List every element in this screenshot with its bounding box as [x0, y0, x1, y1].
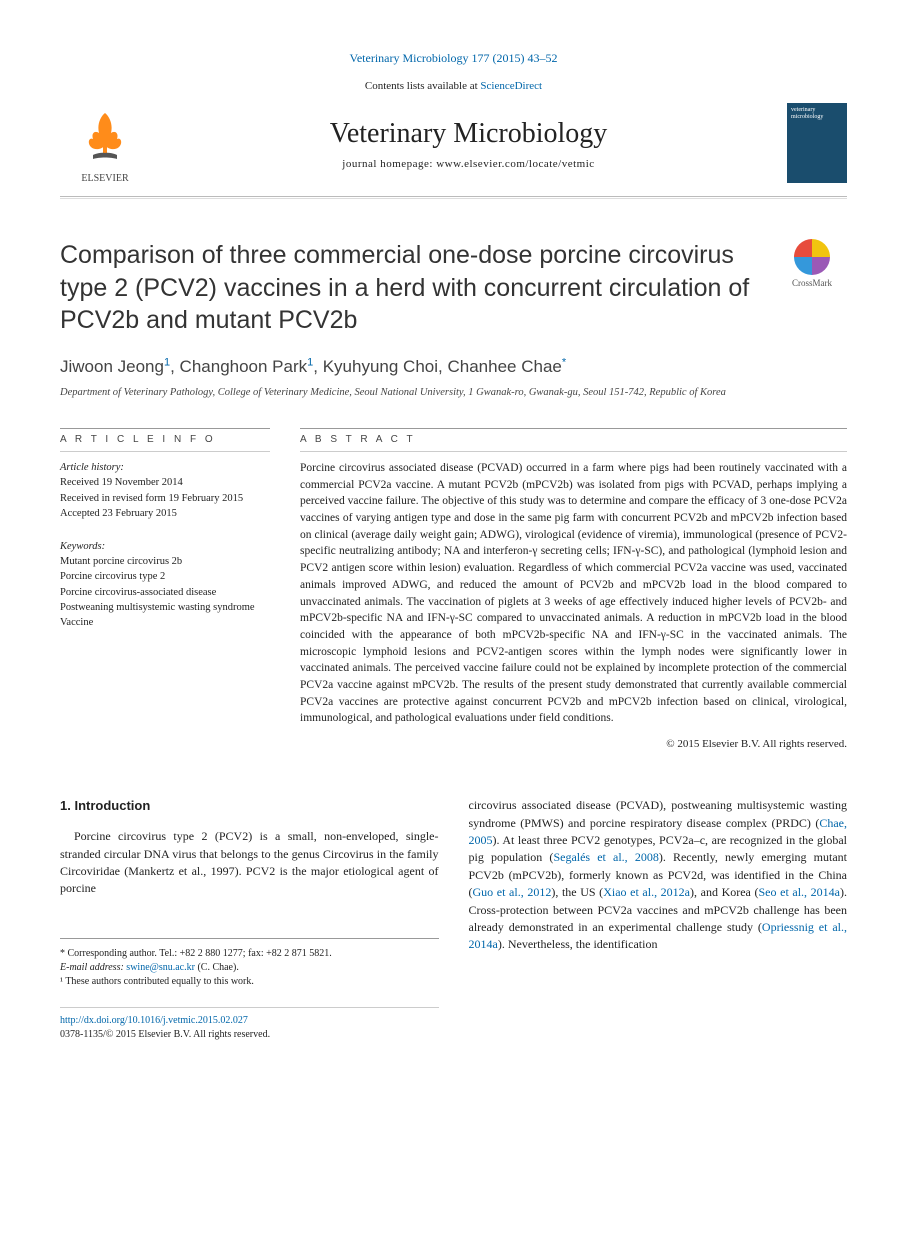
page: Veterinary Microbiology 177 (2015) 43–52…: [0, 0, 907, 1082]
elsevier-tree-icon: [70, 100, 140, 170]
introduction-row: 1. Introduction Porcine circovirus type …: [60, 797, 847, 1041]
journal-citation[interactable]: Veterinary Microbiology 177 (2015) 43–52: [60, 50, 847, 67]
doi-block: http://dx.doi.org/10.1016/j.vetmic.2015.…: [60, 1007, 439, 1042]
abstract-heading: A B S T R A C T: [300, 428, 847, 452]
elsevier-logo-block[interactable]: ELSEVIER: [60, 100, 150, 186]
email-name: (C. Chae).: [195, 962, 239, 973]
authors-line: Jiwoon Jeong1, Changhoon Park1, Kyuhyung…: [60, 355, 847, 379]
email-line: E-mail address: swine@snu.ac.kr (C. Chae…: [60, 961, 439, 975]
keywords-block: Keywords: Mutant porcine circovirus 2b P…: [60, 539, 270, 630]
journal-cover-thumbnail[interactable]: veterinary microbiology: [787, 103, 847, 183]
journal-name: Veterinary Microbiology: [150, 114, 787, 153]
author[interactable]: Chanhee Chae*: [447, 357, 566, 376]
citation-link[interactable]: Guo et al., 2012: [473, 885, 552, 899]
email-link[interactable]: swine@snu.ac.kr: [126, 962, 195, 973]
keyword: Porcine circovirus type 2: [60, 569, 270, 584]
info-abstract-row: A R T I C L E I N F O Article history: R…: [60, 428, 847, 752]
author[interactable]: Changhoon Park1: [180, 357, 314, 376]
citation-link[interactable]: Seo et al., 2014a: [759, 885, 841, 899]
intro-text: ), the US (: [551, 885, 603, 899]
keywords-label: Keywords:: [60, 539, 270, 554]
accepted-date: Accepted 23 February 2015: [60, 506, 270, 521]
keyword: Postweaning multisystemic wasting syndro…: [60, 600, 270, 615]
revised-date: Received in revised form 19 February 201…: [60, 491, 270, 506]
keyword: Vaccine: [60, 615, 270, 630]
abstract-text: Porcine circovirus associated disease (P…: [300, 460, 847, 727]
contents-available: Contents lists available at ScienceDirec…: [60, 79, 847, 94]
crossmark-icon: [794, 239, 830, 275]
issn-copyright: 0378-1135/© 2015 Elsevier B.V. All right…: [60, 1028, 439, 1042]
article-info-heading: A R T I C L E I N F O: [60, 428, 270, 452]
doi-link[interactable]: http://dx.doi.org/10.1016/j.vetmic.2015.…: [60, 1014, 439, 1028]
email-label: E-mail address:: [60, 962, 126, 973]
title-block: Comparison of three commercial one-dose …: [60, 239, 847, 337]
equal-contribution: ¹ These authors contributed equally to t…: [60, 975, 439, 989]
corresponding-author: * Corresponding author. Tel.: +82 2 880 …: [60, 947, 439, 961]
cover-text: veterinary microbiology: [791, 107, 843, 120]
history-label: Article history:: [60, 460, 270, 475]
intro-right-column: circovirus associated disease (PCVAD), p…: [469, 797, 848, 1041]
article-info-column: A R T I C L E I N F O Article history: R…: [60, 428, 270, 752]
divider: [60, 196, 847, 197]
header-row: ELSEVIER Veterinary Microbiology journal…: [60, 100, 847, 186]
crossmark-badge[interactable]: CrossMark: [777, 239, 847, 290]
divider-thin: [60, 198, 847, 199]
intro-text: ), and Korea (: [690, 885, 758, 899]
intro-heading: 1. Introduction: [60, 797, 439, 816]
elsevier-label: ELSEVIER: [81, 172, 128, 186]
crossmark-label: CrossMark: [792, 277, 832, 290]
citation-link[interactable]: Segalés et al., 2008: [553, 850, 658, 864]
affiliation: Department of Veterinary Pathology, Coll…: [60, 386, 847, 400]
sciencedirect-link[interactable]: ScienceDirect: [480, 80, 542, 92]
article-title: Comparison of three commercial one-dose …: [60, 239, 777, 337]
abstract-copyright: © 2015 Elsevier B.V. All rights reserved…: [300, 737, 847, 752]
author[interactable]: Jiwoon Jeong1: [60, 357, 170, 376]
intro-text: ). Nevertheless, the identification: [498, 937, 658, 951]
author[interactable]: Kyuhyung Choi: [323, 357, 438, 376]
footnotes: * Corresponding author. Tel.: +82 2 880 …: [60, 938, 439, 989]
keyword: Porcine circovirus-associated disease: [60, 585, 270, 600]
contents-text: Contents lists available at: [365, 80, 480, 92]
intro-left-column: 1. Introduction Porcine circovirus type …: [60, 797, 439, 1041]
intro-paragraph: Porcine circovirus type 2 (PCV2) is a sm…: [60, 828, 439, 898]
citation-link[interactable]: Xiao et al., 2012a: [603, 885, 690, 899]
article-history: Article history: Received 19 November 20…: [60, 460, 270, 521]
homepage-url[interactable]: www.elsevier.com/locate/vetmic: [436, 158, 594, 170]
homepage-label: journal homepage:: [342, 158, 436, 170]
abstract-column: A B S T R A C T Porcine circovirus assoc…: [300, 428, 847, 752]
homepage-line: journal homepage: www.elsevier.com/locat…: [150, 157, 787, 172]
intro-text: circovirus associated disease (PCVAD), p…: [469, 798, 848, 829]
keyword: Mutant porcine circovirus 2b: [60, 554, 270, 569]
received-date: Received 19 November 2014: [60, 475, 270, 490]
